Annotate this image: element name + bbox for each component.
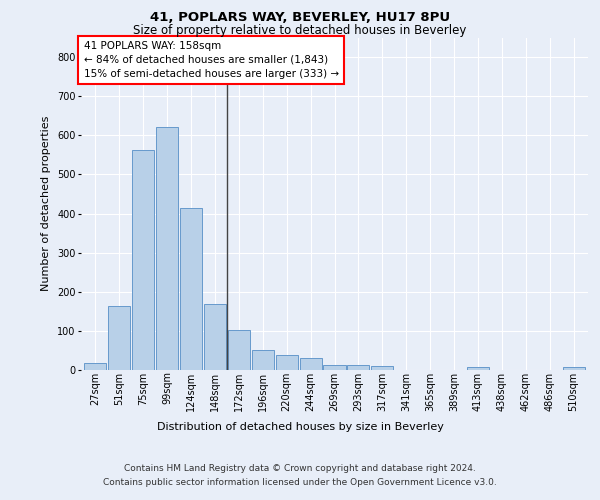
Text: Size of property relative to detached houses in Beverley: Size of property relative to detached ho… xyxy=(133,24,467,37)
Bar xyxy=(347,366,370,370)
Bar xyxy=(85,363,106,370)
Text: Contains public sector information licensed under the Open Government Licence v3: Contains public sector information licen… xyxy=(103,478,497,487)
Text: 41 POPLARS WAY: 158sqm
← 84% of detached houses are smaller (1,843)
15% of semi-: 41 POPLARS WAY: 158sqm ← 84% of detached… xyxy=(83,41,338,79)
Bar xyxy=(467,368,489,370)
Bar xyxy=(299,358,322,370)
Bar xyxy=(275,355,298,370)
Text: 41, POPLARS WAY, BEVERLEY, HU17 8PU: 41, POPLARS WAY, BEVERLEY, HU17 8PU xyxy=(150,11,450,24)
Bar xyxy=(156,128,178,370)
Text: Distribution of detached houses by size in Beverley: Distribution of detached houses by size … xyxy=(157,422,443,432)
Y-axis label: Number of detached properties: Number of detached properties xyxy=(41,116,52,292)
Text: Contains HM Land Registry data © Crown copyright and database right 2024.: Contains HM Land Registry data © Crown c… xyxy=(124,464,476,473)
Bar xyxy=(563,368,584,370)
Bar xyxy=(228,330,250,370)
Bar xyxy=(132,150,154,370)
Bar xyxy=(371,366,394,370)
Bar xyxy=(108,306,130,370)
Bar xyxy=(180,208,202,370)
Bar xyxy=(323,365,346,370)
Bar xyxy=(204,304,226,370)
Bar xyxy=(252,350,274,370)
